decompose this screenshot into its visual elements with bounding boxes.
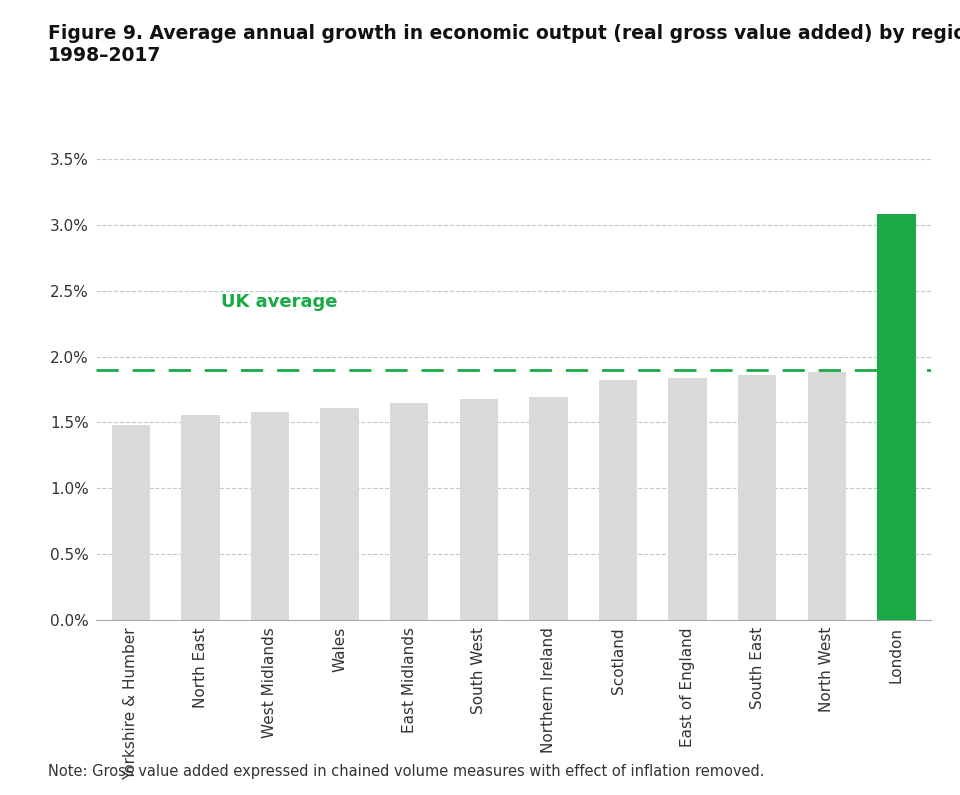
Bar xyxy=(738,375,777,620)
Bar xyxy=(529,398,567,620)
Bar xyxy=(181,414,220,620)
Bar xyxy=(111,425,150,620)
Bar xyxy=(390,403,428,620)
Bar xyxy=(460,399,498,620)
Bar xyxy=(807,372,846,620)
Text: Figure 9. Average annual growth in economic output (real gross value added) by r: Figure 9. Average annual growth in econo… xyxy=(48,24,960,65)
Bar xyxy=(251,412,289,620)
Bar xyxy=(668,378,707,620)
Bar xyxy=(877,215,916,620)
Bar xyxy=(599,380,637,620)
Text: UK average: UK average xyxy=(221,293,338,311)
Bar xyxy=(321,408,359,620)
Text: Note: Gross value added expressed in chained volume measures with effect of infl: Note: Gross value added expressed in cha… xyxy=(48,764,764,779)
